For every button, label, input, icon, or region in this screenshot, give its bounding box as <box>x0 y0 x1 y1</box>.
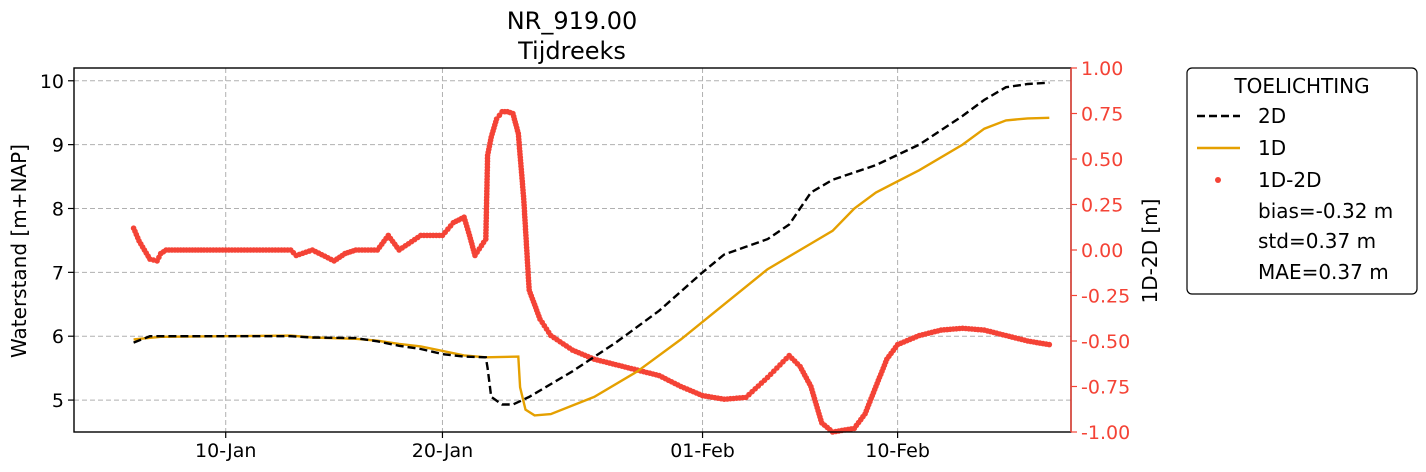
x-tick-label: 10-Jan <box>195 440 256 462</box>
legend-label-1d: 1D <box>1258 136 1286 160</box>
y-tick-label: 7 <box>52 262 64 284</box>
y-tick-label: 6 <box>52 326 64 348</box>
y2-tick-label: 0.00 <box>1081 240 1123 262</box>
legend: TOELICHTING 2D 1D 1D-2D bias=-0.32 m std… <box>1186 67 1418 295</box>
y2-tick-label: 0.50 <box>1081 149 1123 171</box>
legend-label-1d-2d: 1D-2D <box>1258 168 1321 192</box>
legend-label-2d: 2D <box>1258 104 1286 128</box>
legend-label-mae: MAE=0.37 m <box>1258 260 1389 284</box>
series-line-1d <box>133 116 1050 417</box>
y2-tick-label: -0.50 <box>1081 331 1130 353</box>
x-tick-label: 20-Jan <box>412 440 473 462</box>
y-axis-left: 5 6 7 8 9 10 <box>40 71 74 412</box>
legend-marker-1d-2d <box>1215 177 1221 183</box>
scatter-point <box>1046 341 1053 348</box>
y-axis-right: -1.00 -0.75 -0.50 -0.25 0.00 0.25 0.50 0.75 1.00 <box>1071 58 1130 444</box>
series-line-2d <box>133 81 1050 406</box>
y2-tick-label: 1.00 <box>1081 58 1123 80</box>
legend-label-bias: bias=-0.32 m <box>1258 199 1393 223</box>
y2-tick-label: 0.75 <box>1081 104 1123 126</box>
y-axis-label: Waterstand [m+NAP] <box>7 144 31 358</box>
x-tick-label: 10-Feb <box>865 440 930 462</box>
chart-title: NR_919.00 <box>507 7 638 35</box>
series-group <box>130 81 1053 435</box>
y2-tick-label: -1.00 <box>1081 422 1130 444</box>
scatter-series-1d-2d <box>130 108 1053 435</box>
legend-label-std: std=0.37 m <box>1258 229 1376 253</box>
y2-tick-label: -0.25 <box>1081 286 1130 308</box>
y-tick-label: 8 <box>52 198 64 220</box>
y-tick-label: 5 <box>52 390 64 412</box>
x-tick-label: 01-Feb <box>670 440 735 462</box>
chart-subtitle: Tijdreeks <box>517 37 626 65</box>
legend-title: TOELICHTING <box>1233 74 1369 98</box>
legend-box <box>1186 67 1418 295</box>
y-tick-label: 10 <box>40 71 64 93</box>
y2-tick-label: 0.25 <box>1081 195 1123 217</box>
y-tick-label: 9 <box>52 135 64 157</box>
y2-axis-label: 1D-2D [m] <box>1138 199 1162 304</box>
grid <box>74 68 1071 432</box>
y2-tick-label: -0.75 <box>1081 377 1130 399</box>
x-axis: 10-Jan 20-Jan 01-Feb 10-Feb <box>195 432 930 462</box>
